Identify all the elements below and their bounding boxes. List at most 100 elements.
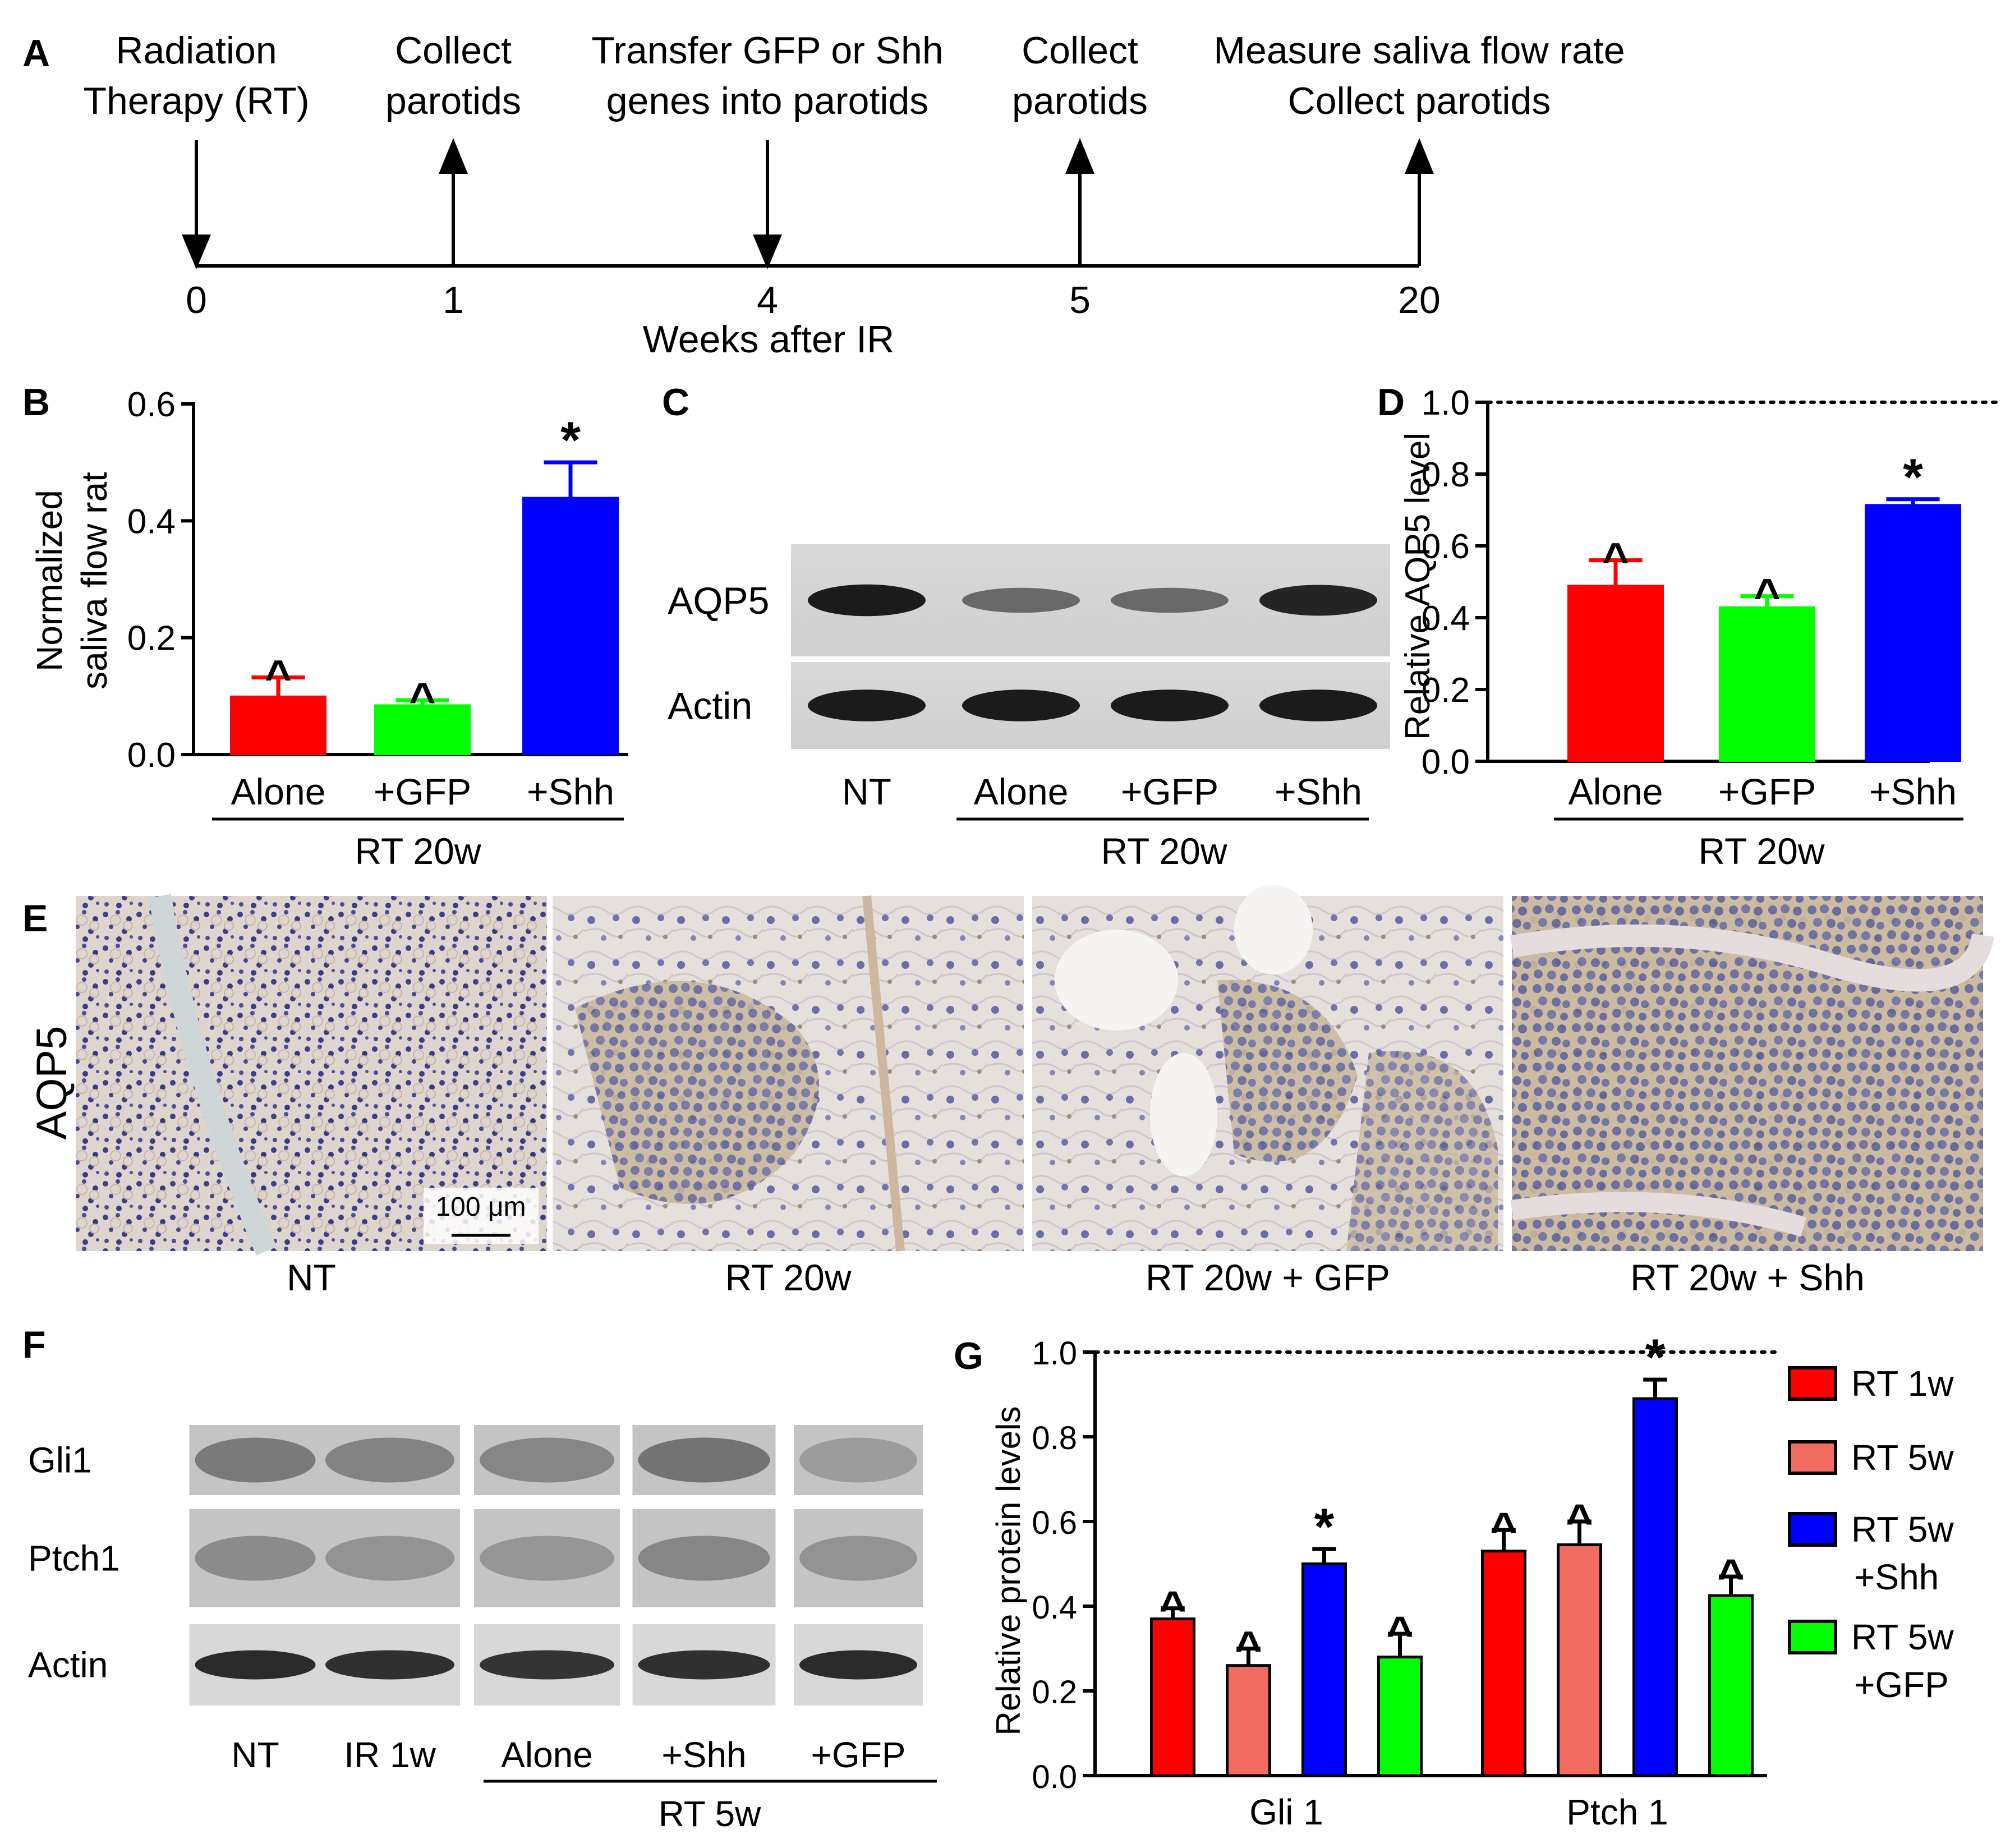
blot-membrane bbox=[189, 1509, 321, 1607]
blot-row-label: Ptch1 bbox=[28, 1538, 120, 1579]
y-tick-label: 0.4 bbox=[1422, 599, 1470, 638]
timeline-tick-label: 1 bbox=[443, 279, 464, 321]
y-tick-label: 0.0 bbox=[1422, 743, 1470, 782]
legend-item-rt-5w-shh: RT 5w +Shh bbox=[1788, 1509, 1954, 1597]
blot-row-label: Actin bbox=[28, 1645, 108, 1685]
bar-alone: ^ bbox=[230, 651, 326, 756]
blot-membrane bbox=[474, 1425, 620, 1495]
blot-band bbox=[480, 1650, 614, 1680]
timeline: Radiation Therapy (RT) 0 Collect parotids 1 Tr… bbox=[83, 29, 1625, 321]
blot-band bbox=[799, 1650, 917, 1680]
legend-item-rt-5w-gfp: RT 5w +GFP bbox=[1788, 1617, 1954, 1705]
y-tick-label: 1.0 bbox=[1032, 1335, 1077, 1372]
significance-marker: ^ bbox=[409, 674, 436, 725]
blot-row-label: Gli1 bbox=[28, 1440, 92, 1481]
timeline-event-5: Collect parotids 5 bbox=[1012, 29, 1148, 321]
bar-rt-1w-gli-1: ^ bbox=[1150, 1582, 1195, 1777]
y-tick-label: 1.0 bbox=[1422, 384, 1470, 422]
bar bbox=[1557, 1543, 1602, 1777]
panel-letter-e: E bbox=[22, 897, 48, 940]
blot-lane-label: +GFP bbox=[1121, 771, 1218, 812]
bar-rt-1w-ptch-1: ^ bbox=[1481, 1504, 1526, 1777]
blot-band bbox=[808, 584, 926, 617]
timeline-event-label: parotids bbox=[1012, 80, 1148, 122]
timeline-event-1: Collect parotids 1 bbox=[385, 29, 521, 321]
bar bbox=[1708, 1594, 1754, 1777]
x-tick-label: +GFP bbox=[1718, 771, 1816, 812]
significance-marker: ^ bbox=[265, 651, 292, 702]
histology-caption: RT 20w bbox=[725, 1257, 851, 1298]
blot-band bbox=[325, 1437, 454, 1483]
legend-item-rt-5w: RT 5w bbox=[1788, 1437, 1954, 1478]
bar bbox=[1567, 585, 1664, 762]
significance-marker: * bbox=[1645, 1329, 1666, 1386]
legend-label: RT 5w bbox=[1851, 1617, 1954, 1657]
bar bbox=[1719, 606, 1815, 762]
panel-letter-b: B bbox=[22, 381, 50, 424]
blot-row-label: AQP5 bbox=[668, 580, 769, 622]
blot-band bbox=[799, 1437, 917, 1483]
histology-caption: RT 20w + GFP bbox=[1146, 1257, 1390, 1298]
histology-row-label: AQP5 bbox=[28, 1026, 76, 1140]
legend-label: +Shh bbox=[1854, 1557, 1939, 1597]
blot-lane-label: NT bbox=[231, 1735, 279, 1775]
bar bbox=[1226, 1664, 1271, 1777]
bar bbox=[1481, 1550, 1526, 1777]
timeline-tick-label: 20 bbox=[1398, 279, 1441, 321]
legend: RT 1w RT 5w RT 5w +Shh RT 5w +GFP bbox=[1788, 1363, 1954, 1705]
histology-lumen bbox=[1150, 1053, 1217, 1176]
legend-swatch bbox=[1788, 1620, 1837, 1654]
y-tick-label: 0.8 bbox=[1032, 1420, 1077, 1456]
chart-d: 0.0 0.2 0.4 0.6 0.8 1.0 ^ ^ * Alone +GFP +Shh RT 20w… bbox=[1399, 384, 1999, 872]
x-tick-label: Alone bbox=[231, 771, 326, 812]
blot-membrane bbox=[189, 1425, 321, 1495]
timeline-event-label: Collect bbox=[1022, 29, 1138, 72]
histology-e: 100 μm NT RT 20w RT 20w + GFP RT 20w + Shh bbox=[76, 885, 1994, 1298]
significance-marker: ^ bbox=[1754, 570, 1781, 621]
blot-membrane bbox=[632, 1509, 776, 1607]
blot-row-actin: Actin bbox=[668, 662, 1390, 749]
x-tick-label: Alone bbox=[1569, 771, 1663, 812]
blot-lane-label: Alone bbox=[501, 1735, 593, 1775]
blot-row-label: Actin bbox=[668, 685, 752, 728]
arrow-up-icon bbox=[439, 138, 468, 174]
bar bbox=[1301, 1562, 1347, 1777]
blot-band bbox=[1259, 585, 1377, 616]
blot-membrane bbox=[794, 1509, 923, 1607]
timeline-event-label: Therapy (RT) bbox=[83, 80, 309, 122]
x-tick-label: +Shh bbox=[527, 771, 614, 812]
bar-rt-5w-gli-1: ^ bbox=[1226, 1622, 1271, 1777]
histology-stroma bbox=[1510, 1192, 1807, 1237]
y-tick-label: 0.2 bbox=[127, 619, 176, 658]
blot-band bbox=[1111, 587, 1229, 613]
y-tick-label: 0.6 bbox=[1032, 1505, 1077, 1541]
bar-rt-5w-gfp-ptch-1: ^ bbox=[1708, 1550, 1754, 1777]
blot-band bbox=[325, 1536, 454, 1581]
blot-band bbox=[799, 1536, 917, 1581]
y-axis-label: Normalized saliva flow rat bbox=[29, 472, 114, 689]
histology-acinus bbox=[575, 981, 819, 1205]
timeline-event-label: Transfer GFP or Shh bbox=[591, 29, 943, 72]
blot-c: AQP5 Actin NT Alone +GFP +Shh RT 20w bbox=[668, 544, 1390, 872]
blot-membrane bbox=[474, 1509, 620, 1607]
timeline-event-label: Measure saliva flow rate bbox=[1213, 29, 1625, 72]
bar-gfp: ^ bbox=[1719, 570, 1815, 762]
blot-band bbox=[808, 689, 926, 721]
histology-image-nt: 100 μm NT bbox=[76, 894, 547, 1298]
bar bbox=[1150, 1617, 1195, 1777]
blot-band bbox=[638, 1536, 770, 1581]
panel-letter-c: C bbox=[662, 381, 689, 424]
bar bbox=[374, 704, 471, 756]
y-tick-label: 0.0 bbox=[1032, 1759, 1077, 1795]
timeline-event-0: Radiation Therapy (RT) 0 bbox=[83, 29, 309, 321]
bar bbox=[230, 695, 326, 756]
y-tick-label: 0.2 bbox=[1032, 1674, 1077, 1711]
legend-item-rt-1w: RT 1w bbox=[1788, 1363, 1954, 1404]
histology-acinus bbox=[1346, 1051, 1498, 1251]
group-label: RT 20w bbox=[355, 830, 481, 872]
histology-image-rt-20w: RT 20w bbox=[553, 895, 1024, 1298]
bar bbox=[1377, 1656, 1423, 1777]
panel-letter-g: G bbox=[954, 1335, 983, 1377]
group-label: RT 5w bbox=[659, 1794, 761, 1834]
blot-band bbox=[195, 1437, 316, 1483]
